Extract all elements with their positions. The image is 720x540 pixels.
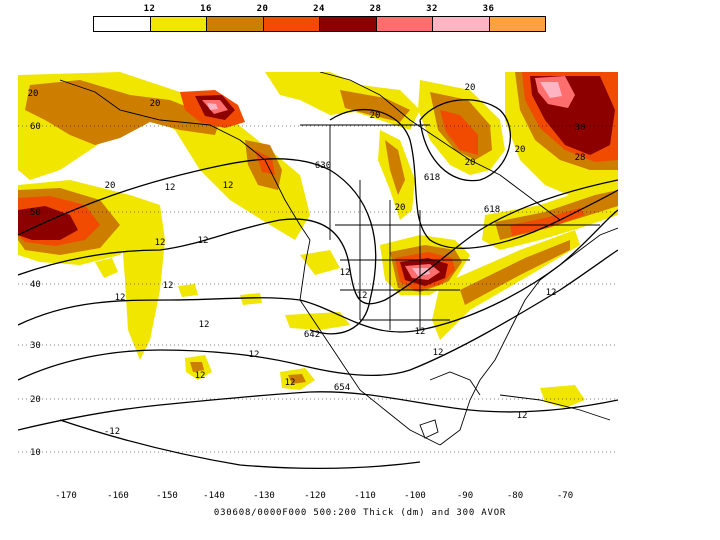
vorticity-contour-label: 12 bbox=[433, 348, 444, 358]
vorticity-contour-label: 12 bbox=[165, 183, 176, 193]
vorticity-contour-label: 20 bbox=[515, 145, 526, 155]
vorticity-contour-label: 20 bbox=[395, 203, 406, 213]
longitude-label: -170 bbox=[55, 491, 77, 501]
vorticity-contour-label: 12 bbox=[415, 327, 426, 337]
latitude-label: 30 bbox=[30, 341, 41, 351]
longitude-label: -70 bbox=[557, 491, 573, 501]
vorticity-contour-label: 12 bbox=[517, 411, 528, 421]
latitude-label: 10 bbox=[30, 448, 41, 458]
vorticity-contour-label: 20 bbox=[465, 158, 476, 168]
thickness-contour-label: 618 bbox=[424, 173, 440, 183]
vorticity-contour-label: 12 bbox=[163, 281, 174, 291]
latitude-label: 50 bbox=[30, 208, 41, 218]
longitude-label: -130 bbox=[253, 491, 275, 501]
vorticity-contour-label: 12 bbox=[223, 181, 234, 191]
vorticity-contour-label: -12 bbox=[104, 427, 120, 437]
legend-label: 36 bbox=[482, 4, 495, 14]
legend-label: 32 bbox=[426, 4, 438, 14]
vorticity-contour-label: 20 bbox=[465, 83, 476, 93]
contour-labels: 630 618 618 642 654 12 12 12 12 12 12 12 12 12 12 12 12 1… bbox=[28, 83, 586, 437]
vorticity-contour-label: 20 bbox=[370, 111, 381, 121]
vorticity-contour-label: 20 bbox=[105, 181, 116, 191]
latitude-label: 60 bbox=[30, 122, 41, 132]
legend-swatch bbox=[488, 16, 546, 32]
longitude-label: -140 bbox=[203, 491, 225, 501]
color-scale-legend: 12 16 20 24 28 32 36 bbox=[93, 2, 546, 32]
latitude-label: 40 bbox=[30, 280, 41, 290]
longitude-label: -110 bbox=[354, 491, 376, 501]
vorticity-shading bbox=[18, 72, 618, 408]
longitude-label: -160 bbox=[107, 491, 129, 501]
legend-label: 16 bbox=[200, 4, 212, 14]
latitude-labels: 60 50 40 30 20 10 bbox=[30, 122, 41, 458]
vorticity-contour-label: 20 bbox=[28, 89, 39, 99]
longitude-labels: -170 -160 -150 -140 -130 -120 -110 -100 -90 -80 -7… bbox=[55, 491, 573, 501]
vorticity-contour-label: 12 bbox=[249, 350, 260, 360]
vorticity-contour-label: 12 bbox=[115, 293, 126, 303]
thickness-contour-label: 630 bbox=[315, 161, 331, 171]
vorticity-contour-label: 20 bbox=[150, 99, 161, 109]
vorticity-contour-label: 28 bbox=[575, 153, 586, 163]
vorticity-contour-label: 12 bbox=[546, 288, 557, 298]
map-caption: 030608/0000F000 500:200 Thick (dm) and 3… bbox=[213, 508, 507, 518]
longitude-label: -90 bbox=[457, 491, 473, 501]
lat-lon-grid bbox=[18, 125, 618, 453]
longitude-label: -150 bbox=[156, 491, 178, 501]
longitude-label: -80 bbox=[507, 491, 523, 501]
longitude-label: -120 bbox=[304, 491, 326, 501]
vorticity-contour-label: 12 bbox=[340, 268, 351, 278]
vorticity-contour-label: 12 bbox=[155, 238, 166, 248]
vorticity-contour-label: 12 bbox=[198, 236, 209, 246]
legend-label: 20 bbox=[256, 4, 269, 14]
legend-label: 12 bbox=[143, 4, 156, 14]
thickness-contours bbox=[18, 99, 618, 470]
legend-label: 24 bbox=[313, 4, 325, 14]
vorticity-contour-label: 12 bbox=[357, 291, 368, 301]
vorticity-contour-label: 12 bbox=[199, 320, 210, 330]
thickness-contour-label: 654 bbox=[334, 383, 350, 393]
vorticity-contour-label: 12 bbox=[195, 371, 206, 381]
vorticity-contour-label: 12 bbox=[285, 378, 296, 388]
thickness-contour-label: 618 bbox=[484, 205, 500, 215]
vorticity-contour-label: 30 bbox=[575, 123, 586, 133]
longitude-label: -100 bbox=[404, 491, 426, 501]
latitude-label: 20 bbox=[30, 395, 41, 405]
thickness-contour-label: 642 bbox=[304, 330, 320, 340]
legend-label: 28 bbox=[369, 4, 382, 14]
